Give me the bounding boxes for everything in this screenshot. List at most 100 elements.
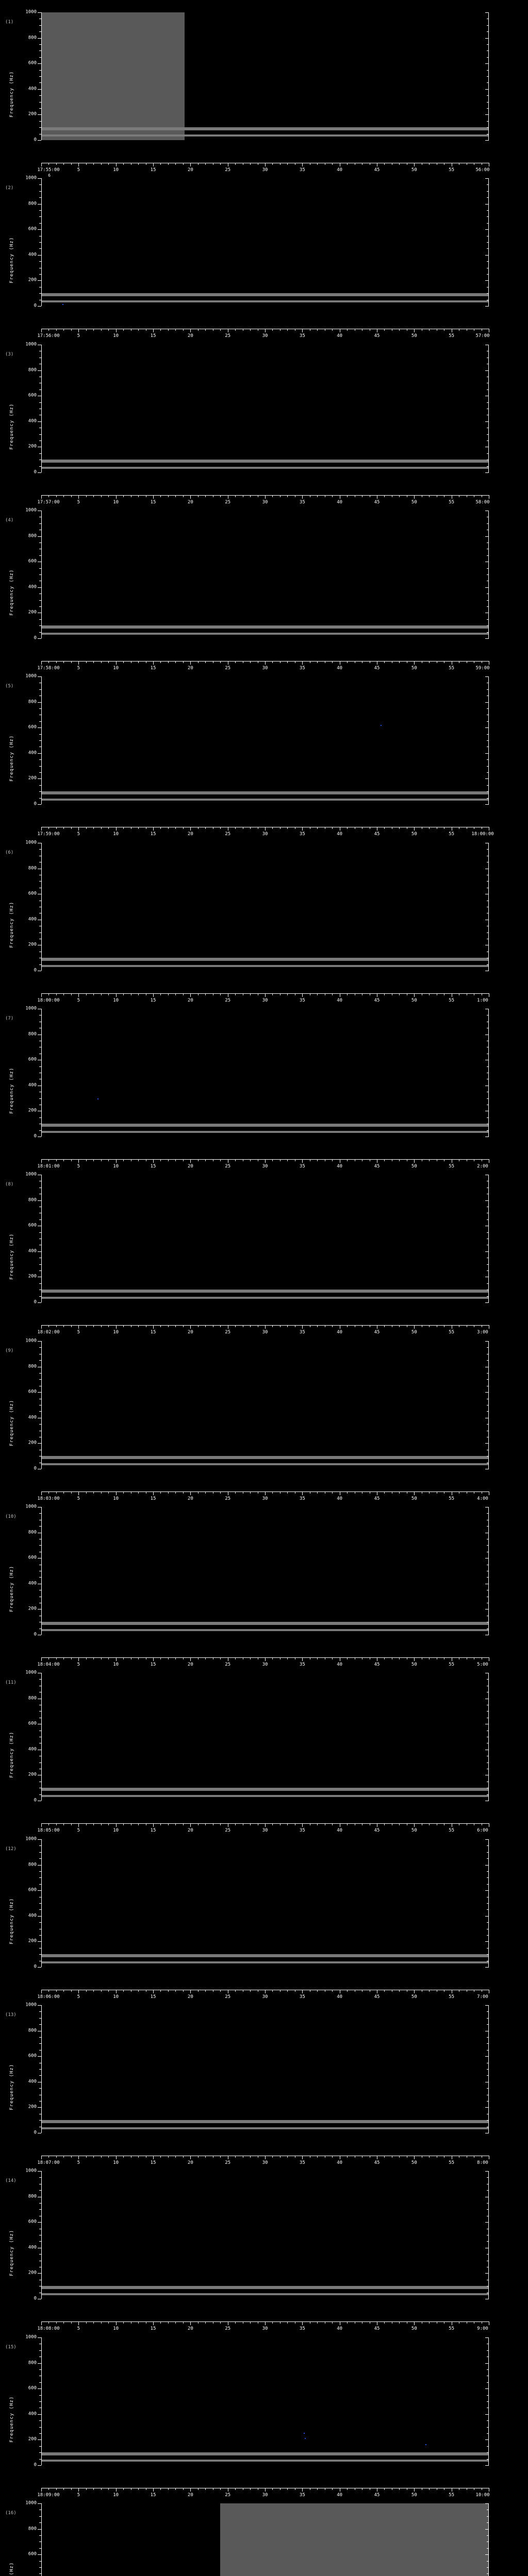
- y-axis-tick-label: 600: [28, 2551, 37, 2557]
- x-axis-tick-label: 5: [77, 1662, 80, 1667]
- frequency-band: [41, 2459, 489, 2462]
- x-axis-minor-tick: [101, 2156, 102, 2158]
- x-axis-tick-label: 35: [299, 998, 305, 1003]
- x-axis-minor-tick: [384, 2321, 385, 2324]
- y-axis-minor-tick: [39, 44, 41, 45]
- x-axis-tick-label: 50: [411, 500, 417, 505]
- x-axis-minor-tick: [399, 163, 400, 165]
- y-axis-tick-label: 600: [28, 891, 37, 896]
- x-axis-minor-tick: [205, 1325, 206, 1327]
- x-axis-tick-label: 17:59:00: [37, 832, 60, 837]
- y-axis-tick-label: 800: [28, 866, 37, 871]
- x-axis-minor-tick: [56, 661, 57, 663]
- frequency-band: [41, 958, 489, 961]
- x-axis-minor-tick: [332, 1657, 333, 1659]
- x-axis-minor-tick: [168, 2156, 169, 2158]
- x-axis-minor-tick: [160, 329, 161, 331]
- x-axis-minor-tick: [220, 495, 221, 497]
- y-axis-minor-tick: [39, 1232, 41, 1233]
- y-axis-tick-label: 200: [28, 1274, 37, 1279]
- x-axis-minor-tick: [317, 1990, 318, 1992]
- y-axis-minor-tick: [39, 2548, 41, 2549]
- x-axis-tick-label: 10: [113, 333, 119, 338]
- y-axis-tick-right: [485, 12, 489, 13]
- x-axis-minor-tick: [71, 329, 72, 331]
- x-axis-tick-label: 40: [337, 2326, 343, 2331]
- y-axis-minor-tick-right: [487, 2522, 489, 2523]
- y-axis-title: Frequency (Hz): [9, 901, 14, 948]
- y-axis-spine-left: [41, 676, 42, 804]
- x-axis-minor-tick: [138, 2321, 139, 2324]
- y-axis-tick-right: [485, 1341, 489, 1342]
- y-axis-minor-tick-right: [487, 1424, 489, 1425]
- y-axis-minor-tick-right: [487, 2567, 489, 2568]
- y-axis-minor-tick: [39, 2203, 41, 2204]
- frequency-band: [41, 1788, 489, 1791]
- x-axis-minor-tick: [48, 495, 50, 497]
- x-axis-tick-label: 50: [411, 1496, 417, 1501]
- x-axis-tick-label: 25: [225, 2326, 231, 2331]
- y-axis-minor-tick: [39, 2382, 41, 2383]
- x-axis-minor-tick: [48, 1159, 50, 1161]
- x-axis-minor-tick: [123, 495, 124, 497]
- y-axis-minor-tick: [39, 434, 41, 435]
- y-axis-minor-tick-right: [487, 466, 489, 467]
- x-axis-minor-tick: [384, 1159, 385, 1161]
- x-axis-minor-tick: [71, 2156, 72, 2158]
- panel-number-label: (15): [5, 2345, 16, 2350]
- x-axis-minor-tick: [63, 1990, 64, 1992]
- x-axis-minor-tick: [384, 2156, 385, 2158]
- y-axis-tick: [38, 1890, 41, 1891]
- y-axis-minor-tick: [39, 242, 41, 243]
- y-axis-tick-label: 600: [28, 724, 37, 730]
- spectrogram-panel: (1) Frequency (Hz) 0 200 400 600 800 1000 17:55:…: [0, 0, 528, 187]
- x-axis-minor-tick: [93, 1657, 94, 1659]
- x-axis-minor-tick: [71, 2321, 72, 2324]
- x-axis-minor-tick: [183, 495, 184, 497]
- x-axis-minor-tick: [71, 993, 72, 995]
- detection-marker: [425, 2444, 427, 2446]
- x-axis-tick-label: 35: [299, 666, 305, 671]
- y-axis-tick: [38, 280, 41, 281]
- x-axis-tick: [302, 1492, 303, 1495]
- spectrogram-panel: (8) Frequency (Hz) 0 200 400 600 800 1000 18:02:…: [0, 1162, 528, 1335]
- x-axis-minor-tick: [399, 2488, 400, 2490]
- frequency-band: [41, 2452, 489, 2456]
- x-axis-tick-label: 20: [187, 1994, 193, 1999]
- x-axis-tick-label: 18:05:00: [37, 1828, 60, 1833]
- y-axis-minor-tick: [39, 1098, 41, 1099]
- x-axis-minor-tick: [93, 2488, 94, 2490]
- y-axis-minor-tick: [39, 108, 41, 109]
- plot-background: [41, 178, 489, 306]
- x-axis-tick: [265, 661, 266, 665]
- x-axis-minor-tick: [384, 163, 385, 165]
- x-axis-tick: [153, 993, 154, 997]
- x-axis-minor-tick: [101, 993, 102, 995]
- x-axis-tick-label: 15: [150, 333, 156, 338]
- x-axis-minor-tick: [56, 2321, 57, 2324]
- x-axis-minor-tick: [101, 329, 102, 331]
- y-axis-tick-label: 1000: [25, 1338, 37, 1344]
- y-axis-minor-tick-right: [487, 191, 489, 192]
- spectrogram-panel: (14) Frequency (Hz) 0 200 400 600 800 1000 18:08…: [0, 2159, 528, 2331]
- x-axis-tick-label: 15: [150, 2493, 156, 2498]
- x-axis-minor-tick: [86, 661, 87, 663]
- y-axis-tick-right: [485, 280, 489, 281]
- x-axis-minor-tick: [272, 1823, 273, 1825]
